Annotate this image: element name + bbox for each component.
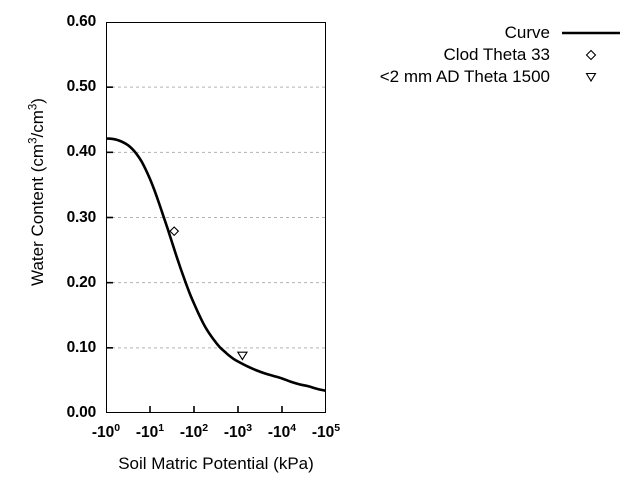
legend-swatch-diamond-icon [556, 45, 628, 65]
series-data-markers [169, 226, 248, 361]
x-tick-base: -10 [311, 424, 335, 441]
legend-label-curve: Curve [504, 23, 550, 42]
x-tick-exponent: 5 [334, 421, 341, 434]
grid-lines [106, 86, 326, 349]
y-axis-tick-label: 0.10 [66, 338, 97, 356]
y-axis-tick-labels: 0.60 0.50 0.40 0.30 0.20 0.10 0.00 [30, 0, 97, 480]
legend-item-ad-theta-1500: <2 mm AD Theta 1500 [356, 66, 628, 88]
legend-item-clod-theta-33: Clod Theta 33 [356, 44, 628, 66]
data-marker-diamond [169, 226, 180, 237]
y-axis-title: Water Content (cm3/cm3) [27, 22, 48, 362]
y-axis-title-sup1: 3 [27, 137, 40, 144]
x-tick-base: -10 [179, 424, 203, 441]
legend-label-clod-theta-33: Clod Theta 33 [443, 45, 550, 64]
x-tick-base: -10 [223, 424, 247, 441]
y-axis-tick-label: 0.00 [66, 404, 97, 421]
y-axis-title-sup2: 3 [27, 103, 40, 111]
series-curve-line [106, 137, 326, 393]
x-axis-tick-labels: -100 -101 -102 -103 -104 -105 [0, 421, 640, 451]
plot-area [106, 22, 326, 413]
legend-swatch-triangle-down-icon [556, 67, 628, 87]
y-axis-title-prefix: Water Content (cm [28, 143, 47, 286]
y-axis-tick-label: 0.40 [66, 143, 97, 161]
x-tick-exponent: 1 [158, 421, 165, 434]
chart-legend: Curve Clod Theta 33 <2 mm AD Theta 1500 [356, 22, 628, 88]
y-axis-tick-label: 0.50 [66, 78, 97, 96]
x-tick-exponent: 2 [202, 421, 209, 434]
y-axis-ticks [106, 22, 113, 413]
x-tick-base: -10 [91, 424, 115, 441]
y-axis-title-suffix: ) [28, 98, 47, 104]
x-axis-tick-label: -104 [267, 421, 297, 441]
x-axis-ticks [106, 406, 326, 413]
y-axis-tick-label: 0.20 [66, 273, 97, 291]
x-tick-exponent: 0 [114, 421, 121, 434]
data-marker-triangle-down [236, 351, 248, 361]
x-tick-base: -10 [267, 424, 291, 441]
y-axis-tick-label: 0.30 [66, 208, 97, 226]
x-tick-exponent: 4 [290, 421, 297, 434]
x-axis-tick-label: -101 [135, 421, 165, 441]
legend-label-ad-theta-1500: <2 mm AD Theta 1500 [379, 67, 550, 86]
legend-swatch-line-icon [556, 23, 628, 43]
y-axis-tick-label: 0.60 [66, 13, 97, 30]
y-axis-title-mid: /cm [28, 110, 47, 138]
x-tick-exponent: 3 [246, 421, 253, 434]
x-axis-tick-label: -102 [179, 421, 209, 441]
x-axis-tick-label: -100 [91, 421, 121, 441]
legend-item-curve: Curve [356, 22, 628, 44]
x-axis-title: Soil Matric Potential (kPa) [118, 454, 314, 473]
x-tick-base: -10 [135, 424, 159, 441]
x-axis-tick-label: -103 [223, 421, 253, 441]
x-axis-tick-label: -105 [311, 421, 341, 441]
